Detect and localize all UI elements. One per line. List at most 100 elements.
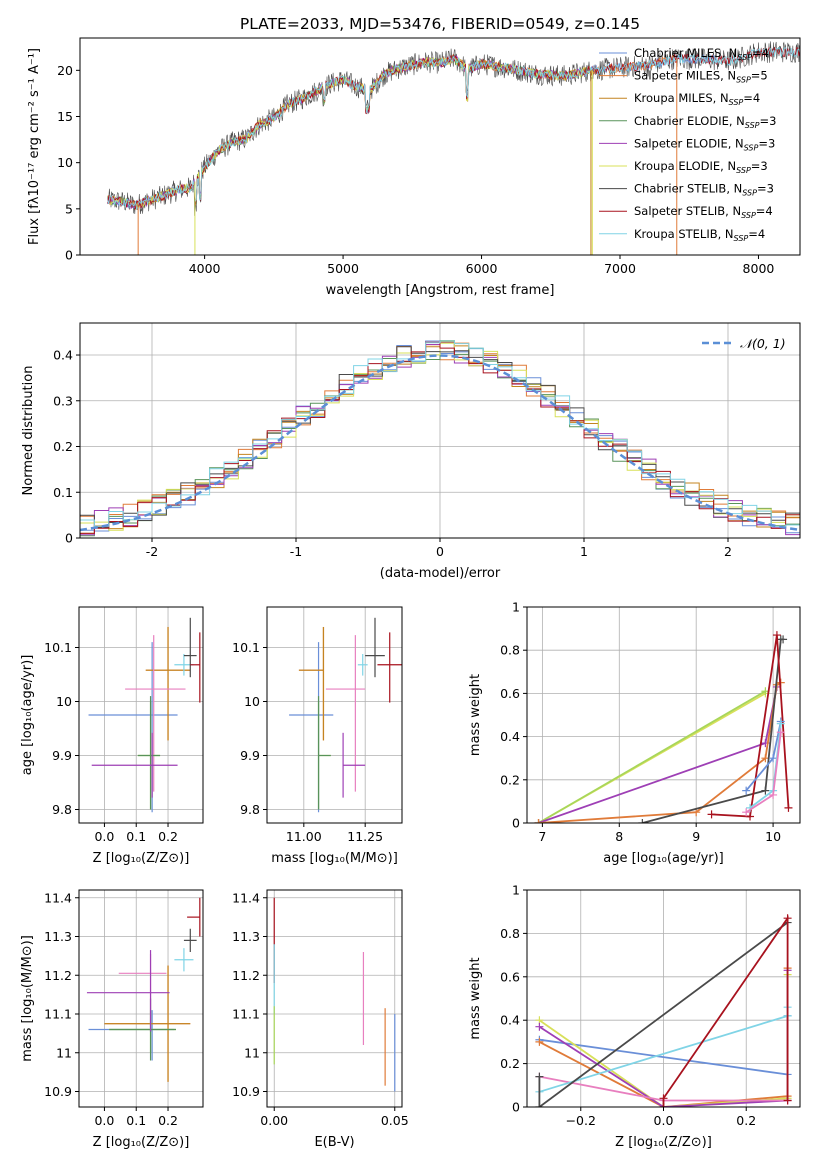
x-axis-label: (data-model)/error (380, 566, 501, 581)
errorbar-group (88, 617, 201, 813)
y-tick-label: 11.1 (232, 1007, 260, 1022)
y-tick-label: 0.1 (53, 485, 73, 500)
y-tick-label: 9.9 (52, 748, 72, 763)
x-tick-label: 0.1 (126, 1113, 146, 1128)
x-tick-label: 0.2 (158, 1113, 178, 1128)
axes-frame (266, 606, 403, 824)
weight-marker (742, 786, 751, 795)
x-tick-label: 7 (538, 829, 546, 844)
y-tick-label: 0.8 (500, 926, 520, 941)
y-tick-label: 11 (56, 1045, 72, 1060)
y-tick-label: 10.9 (232, 1084, 260, 1099)
weight-marker (742, 808, 751, 817)
legend-entry: Chabrier STELIB, NSSP=3 (634, 182, 774, 198)
spectrum-series-line (107, 46, 800, 210)
legend-entry: Chabrier ELODIE, NSSP=3 (634, 114, 776, 130)
legend-entry: Salpeter STELIB, NSSP=4 (634, 204, 773, 220)
y-tick-label: 11.1 (44, 1007, 72, 1022)
x-tick-label: 0.1 (126, 829, 146, 844)
axes-frame (78, 889, 204, 1108)
y-axis-label: mass weight (468, 957, 483, 1039)
y-tick-label: 15 (57, 109, 73, 124)
x-tick-label: -2 (146, 544, 158, 559)
y-tick-label: 11.4 (44, 890, 72, 905)
x-tick-label: 10 (765, 829, 781, 844)
legend-entry: Salpeter ELODIE, NSSP=3 (634, 136, 775, 152)
legend-value: =3 (751, 159, 768, 173)
weight-marker (707, 810, 716, 819)
y-tick-label: 11.3 (44, 929, 72, 944)
normal-curve (80, 354, 800, 532)
legend-value: =4 (748, 227, 765, 241)
y-axis-label: mass [log₁₀(M/M⊙)] (20, 935, 35, 1062)
weight-marker (783, 1096, 792, 1105)
axes-frame (79, 37, 801, 256)
legend-subscript: SSP (745, 121, 760, 130)
x-tick-label: 11.00 (286, 829, 322, 844)
legend-subscript: SSP (736, 166, 751, 175)
x-axis-label: Z [log₁₀(Z/Z⊙)] (93, 851, 190, 866)
weight-marker (769, 790, 778, 799)
y-tick-label: 11.2 (44, 968, 72, 983)
legend-entry: Chabrier MILES, NSSP=4 (634, 46, 769, 62)
x-axis-label: wavelength [Angstrom, rest frame] (326, 283, 555, 298)
x-axis-label: age [log₁₀(age/yr)] (603, 851, 724, 866)
weight-marker (761, 786, 770, 795)
x-tick-label: 6000 (466, 261, 498, 276)
y-tick-label: 0.6 (500, 969, 520, 984)
errorbar-group (289, 617, 402, 813)
legend-value: =3 (758, 136, 775, 150)
y-tick-label: 11.4 (232, 890, 260, 905)
x-tick-label: 0.0 (94, 829, 114, 844)
y-tick-label: 9.8 (240, 802, 260, 817)
y-tick-label: 9.9 (240, 748, 260, 763)
legend-value: =5 (751, 69, 768, 83)
x-tick-label: 2 (724, 544, 732, 559)
legend-entry: 𝒩(0, 1) (740, 336, 786, 351)
histogram-series (80, 346, 800, 528)
weight-lines (535, 914, 792, 1107)
y-tick-label: 0.8 (500, 643, 520, 658)
legend-entry: Kroupa STELIB, NSSP=4 (634, 227, 765, 243)
x-tick-label: 0.2 (736, 1113, 756, 1128)
legend-subscript: SSP (742, 189, 757, 198)
legend-value: =3 (757, 182, 774, 196)
age_vs_Z-panel: 0.0 0.1 0.2 9.8 9.9 10 10.1 Z [log₁₀(Z/Z⊙)] age … (20, 606, 204, 866)
histogram-series (80, 342, 800, 531)
weight-marker (535, 1103, 544, 1107)
legend-subscript: SSP (736, 76, 751, 85)
weight-lines (534, 631, 793, 823)
legend-entry: Salpeter MILES, NSSP=5 (634, 69, 768, 85)
y-axis-label: mass weight (468, 674, 483, 756)
spectrum-series-line (135, 57, 593, 209)
legend-value: =4 (756, 204, 773, 218)
x-tick-label: 4000 (189, 261, 221, 276)
y-axis-label: Flux [fλ10⁻¹⁷ erg cm⁻² s⁻¹ A⁻¹] (27, 48, 42, 245)
y-axis-label: Normed distribution (21, 366, 36, 496)
legend-entry: Kroupa ELODIE, NSSP=3 (634, 159, 768, 175)
y-tick-label: 10 (56, 694, 72, 709)
legend-value: =4 (752, 46, 769, 60)
y-tick-label: 10 (244, 694, 260, 709)
age_vs_mass-panel: 11.00 11.25 9.8 9.9 10 10.1 mass [log₁₀(M/M⊙)] (232, 606, 403, 866)
weight-marker (769, 754, 778, 763)
legend-subscript: SSP (744, 143, 759, 152)
weight-marker (659, 1094, 668, 1103)
y-tick-label: 1 (512, 600, 520, 615)
y-tick-label: 0 (512, 1100, 520, 1115)
y-tick-label: 10.9 (44, 1084, 72, 1099)
y-tick-label: 0 (512, 816, 520, 831)
weight-marker (535, 1022, 544, 1031)
x-tick-label: 5000 (327, 261, 359, 276)
y-tick-label: 0.4 (500, 729, 520, 744)
legend-subscript: SSP (741, 211, 756, 220)
x-tick-label: 11.25 (347, 829, 383, 844)
axes-frame (266, 889, 403, 1108)
y-tick-label: 0.2 (500, 1056, 520, 1071)
y-tick-label: 0.6 (500, 686, 520, 701)
weight-marker (659, 1103, 668, 1107)
weight-marker (783, 914, 792, 923)
x-tick-label: 8 (615, 829, 623, 844)
residuals-panel: -2 -1 0 1 2 0 0.1 0.2 0.3 0.4 (data-model)/error No… (21, 322, 801, 581)
